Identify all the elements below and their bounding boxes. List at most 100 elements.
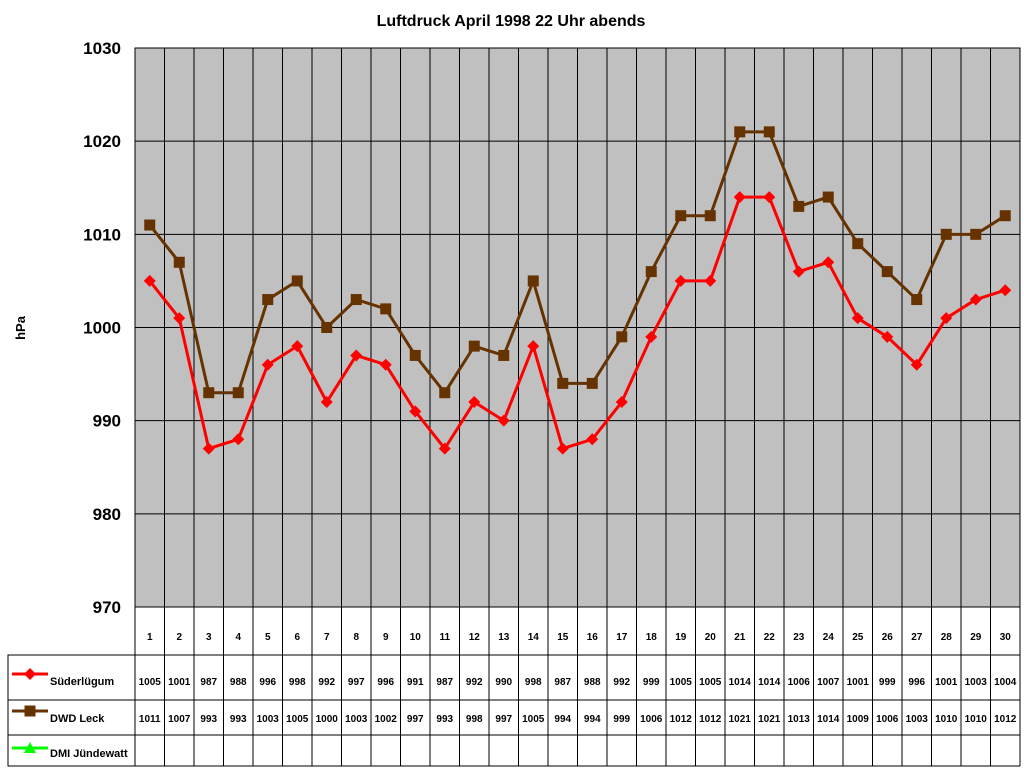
table-cell-value: 1006 [788,677,811,688]
data-point-marker [173,312,186,325]
x-tick-label: 14 [528,632,540,643]
x-tick-label: 27 [911,632,923,643]
data-point-marker [203,387,215,399]
data-point-marker [557,377,569,389]
series-line-1 [148,195,1006,451]
table-cell-value: 1001 [168,677,191,688]
data-point-marker [321,322,333,333]
table-cell-value: 987 [200,677,217,688]
data-point-marker [232,387,244,399]
table-cell-value: 1002 [375,714,398,725]
data-point-marker [822,256,835,269]
x-tick-label: 3 [206,632,212,643]
data-point-marker [380,303,392,315]
data-point-marker [911,294,923,306]
data-point-marker [586,433,599,446]
data-table: 1 2 3 4 5 6 7 8 9 10 11 12 13 14 15 16 17 18 19 20 21 22 23 24 2… [7,607,1021,767]
x-tick-label: 16 [587,632,599,643]
x-tick-label: 4 [235,632,241,643]
y-tick-label: 1030 [83,39,121,58]
data-point-marker [704,274,717,287]
y-tick-label: 970 [93,598,121,617]
table-cell-value: 1014 [729,677,752,688]
data-point-marker [645,266,657,278]
y-axis-label: hPa [13,315,28,340]
x-tick-label: 8 [353,632,359,643]
table-cell-value: 993 [230,714,247,725]
table-cell-value: 993 [436,714,453,725]
x-tick-label: 13 [498,632,510,643]
table-cell-value: 1007 [168,714,191,725]
x-tick-label: 1 [147,632,153,643]
table-cell-value: 999 [613,714,630,725]
table-cell-value: 998 [525,677,542,688]
data-point-marker [645,330,658,343]
x-tick-label: 26 [882,632,894,643]
x-tick-label: 19 [675,632,687,643]
x-tick-label: 6 [294,632,300,643]
data-point-marker [527,340,540,353]
table-cell-value: 1011 [139,714,161,725]
legend-key-marker [24,668,36,680]
data-point-marker [556,442,569,455]
y-tick-label: 1020 [83,132,121,151]
data-point-marker [910,358,923,371]
data-point-marker [763,191,776,204]
x-tick-label: 2 [176,632,182,643]
x-tick-label: 9 [383,632,389,643]
table-cell-value: 997 [348,677,365,688]
data-point-marker [704,210,716,222]
data-point-marker [733,191,746,204]
table-cell-value: 1010 [935,714,958,725]
table-cell-value: 997 [495,714,512,725]
table-cell-value: 1004 [994,677,1017,688]
table-cell-value: 1012 [994,714,1017,725]
table-cell-value: 1014 [758,677,781,688]
data-point-marker [497,414,510,427]
y-tick-label: 990 [93,412,121,431]
data-point-marker [468,396,481,409]
table-cell-value: 1005 [699,677,722,688]
table-cell-value: 987 [436,677,453,688]
x-tick-label: 21 [734,632,746,643]
data-point-marker [999,284,1012,297]
x-tick-label: 22 [764,632,776,643]
x-tick-label: 12 [469,632,481,643]
x-tick-label: 25 [852,632,864,643]
table-cell-value: 1009 [847,714,870,725]
data-point-marker [940,228,952,240]
legend-label: DMI Jündewatt [50,748,128,760]
table-cell-value: 1006 [640,714,663,725]
data-point-marker [793,200,805,212]
table-cell-value: 1003 [965,677,988,688]
chart-title: Luftdruck April 1998 22 Uhr abends [377,13,646,30]
data-point-marker [586,377,598,389]
data-point-marker [173,256,185,268]
data-point-marker [527,275,539,287]
table-cell-value: 1003 [257,714,280,725]
data-point-marker [144,219,156,231]
table-cell-value: 1000 [316,714,339,725]
x-tick-label: 15 [557,632,569,643]
x-tick-label: 5 [265,632,271,643]
data-point-marker [940,312,953,325]
data-point-marker [852,238,864,250]
table-cell-value: 1005 [670,677,693,688]
data-point-marker [262,294,274,306]
table-cell-value: 1005 [522,714,545,725]
table-cell-value: 1005 [139,677,162,688]
table-cell-value: 998 [466,714,483,725]
table-cell-value: 987 [554,677,571,688]
legend-label: DWD Leck [50,713,105,725]
x-tick-label: 30 [1000,632,1012,643]
data-point-marker [970,228,982,240]
x-tick-label: 17 [616,632,628,643]
table-cell-value: 998 [289,677,306,688]
x-tick-label: 28 [941,632,953,643]
table-cell-value: 1001 [935,677,958,688]
x-tick-label: 29 [970,632,982,643]
table-cell-value: 1005 [286,714,309,725]
data-point-marker [881,266,893,278]
